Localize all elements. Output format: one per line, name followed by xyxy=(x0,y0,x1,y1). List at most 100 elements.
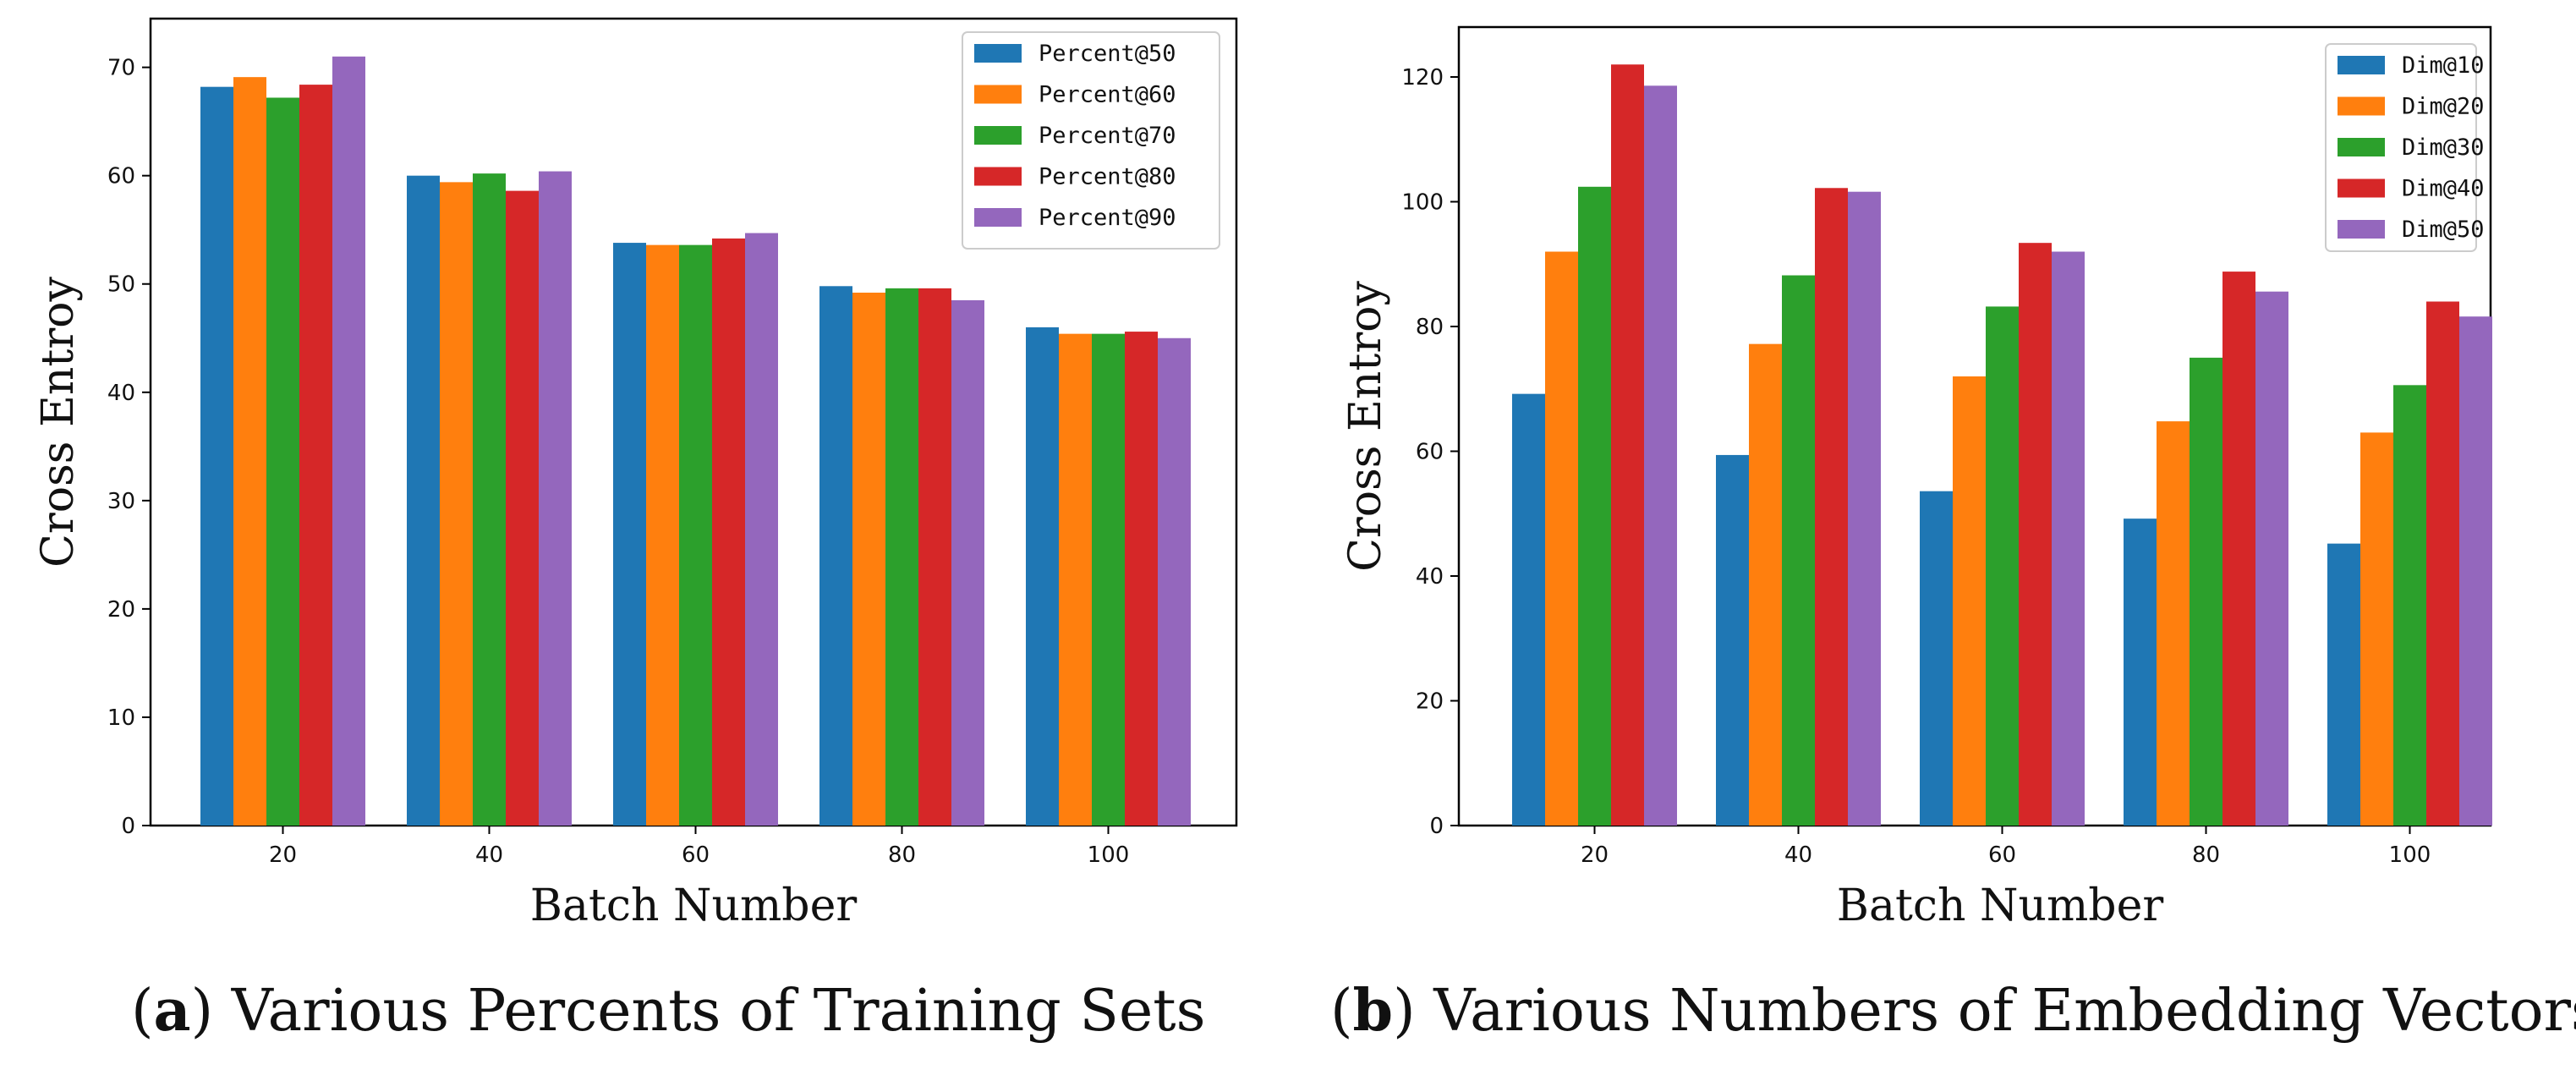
legend-swatch-a xyxy=(974,126,1022,145)
caption-tag-a: a xyxy=(154,977,191,1045)
x-axis-label-a: Batch Number xyxy=(530,881,858,931)
x-tick-label-b: 20 xyxy=(1581,842,1609,868)
bar-a-percent-50-60 xyxy=(613,243,646,826)
caption-text-a: Various Percents of Training Sets xyxy=(231,978,1206,1045)
bar-a-percent-50-80 xyxy=(819,286,852,826)
y-tick-label-a: 20 xyxy=(107,597,135,623)
bar-b-dim-50-80 xyxy=(2255,291,2288,826)
bar-b-dim-30-20 xyxy=(1578,186,1611,826)
bar-a-percent-90-20 xyxy=(332,56,365,826)
bar-b-dim-10-20 xyxy=(1512,393,1545,826)
legend-label-b: Dim@50 xyxy=(2402,217,2485,243)
y-axis-label-b: Cross Entroy xyxy=(1340,281,1391,572)
bar-a-percent-90-60 xyxy=(745,233,778,826)
bar-a-percent-70-20 xyxy=(266,97,299,826)
legend-swatch-b xyxy=(2338,138,2385,156)
y-tick-label-a: 50 xyxy=(107,272,135,298)
bar-b-dim-10-60 xyxy=(1920,491,1953,826)
x-tick-label-a: 60 xyxy=(682,842,710,868)
y-tick-label-a: 0 xyxy=(121,814,135,839)
x-tick-label-a: 20 xyxy=(269,842,297,868)
bar-b-dim-10-100 xyxy=(2327,543,2360,826)
bar-a-percent-60-40 xyxy=(440,182,473,826)
bar-a-percent-80-40 xyxy=(506,190,539,826)
bar-b-dim-40-80 xyxy=(2222,272,2255,826)
y-tick-label-b: 0 xyxy=(1429,814,1444,839)
legend-frame-a xyxy=(962,31,1220,250)
y-tick-label-b: 120 xyxy=(1401,65,1444,91)
y-tick-label-a: 60 xyxy=(107,164,135,189)
y-tick-label-a: 40 xyxy=(107,381,135,406)
legend-swatch-a xyxy=(974,85,1022,104)
bar-b-dim-50-40 xyxy=(1848,191,1881,826)
legend-label-b: Dim@40 xyxy=(2402,176,2485,202)
bar-a-percent-50-40 xyxy=(407,175,440,826)
legend-label-a: Percent@80 xyxy=(1039,164,1176,190)
legend-label-b: Dim@10 xyxy=(2402,52,2485,79)
y-tick-label-a: 70 xyxy=(107,56,135,81)
y-tick-label-b: 80 xyxy=(1416,315,1444,340)
bar-b-dim-10-80 xyxy=(2124,519,2157,826)
legend-swatch-b xyxy=(2338,96,2385,116)
bar-b-dim-10-40 xyxy=(1716,454,1749,826)
bar-a-percent-60-20 xyxy=(233,77,266,826)
x-tick-label-a: 40 xyxy=(475,842,503,868)
bar-a-percent-60-80 xyxy=(852,292,885,826)
bar-b-dim-40-20 xyxy=(1611,64,1644,826)
caption-b: (b) Various Numbers of Embedding Vectors xyxy=(1330,977,2576,1045)
legend-swatch-a xyxy=(974,167,1022,186)
bar-a-percent-70-40 xyxy=(473,173,506,826)
bar-b-dim-30-60 xyxy=(1986,306,2019,826)
y-tick-label-a: 30 xyxy=(107,489,135,514)
bar-a-percent-70-80 xyxy=(885,288,918,826)
bar-a-percent-60-60 xyxy=(646,244,679,826)
bar-b-dim-30-100 xyxy=(2393,385,2426,826)
x-tick-label-b: 80 xyxy=(2192,842,2220,868)
x-tick-label-b: 100 xyxy=(2389,842,2431,868)
bar-a-percent-80-20 xyxy=(299,85,332,826)
legend-a: Percent@50 Percent@60 Percent@70 Percent@80… xyxy=(962,31,1220,250)
legend-label-b: Dim@30 xyxy=(2402,134,2485,161)
legend-label-a: Percent@90 xyxy=(1039,205,1176,231)
bar-b-dim-20-20 xyxy=(1545,251,1578,826)
legend-b: Dim@10 Dim@20 Dim@30 Dim@40 Dim@50 xyxy=(2325,43,2485,252)
bar-a-percent-90-80 xyxy=(951,299,984,826)
y-axis-label-a: Cross Entroy xyxy=(33,277,84,568)
y-tick-label-b: 60 xyxy=(1416,440,1444,465)
x-tick-label-a: 80 xyxy=(888,842,916,868)
y-tick-label-b: 20 xyxy=(1416,689,1444,715)
bar-b-dim-50-20 xyxy=(1644,85,1677,826)
caption-a: (a) Various Percents of Training Sets xyxy=(131,977,1205,1045)
bar-b-dim-50-60 xyxy=(2052,251,2085,826)
x-axis-label-b: Batch Number xyxy=(1837,881,2164,931)
bar-b-dim-30-80 xyxy=(2190,357,2222,826)
bar-a-percent-90-40 xyxy=(539,171,572,826)
y-tick-label-b: 40 xyxy=(1416,564,1444,590)
bar-a-percent-90-100 xyxy=(1158,337,1191,826)
x-tick-label-b: 40 xyxy=(1784,842,1812,868)
legend-label-a: Percent@50 xyxy=(1039,41,1176,67)
bar-b-dim-20-60 xyxy=(1953,376,1986,826)
legend-swatch-b xyxy=(2338,56,2385,74)
bar-b-dim-30-40 xyxy=(1782,275,1815,826)
legend-swatch-a xyxy=(974,208,1022,227)
legend-swatch-b xyxy=(2338,220,2385,239)
legend-label-a: Percent@60 xyxy=(1039,82,1176,108)
bar-a-percent-80-100 xyxy=(1125,332,1158,826)
bar-b-dim-50-100 xyxy=(2459,316,2492,826)
bar-a-percent-80-60 xyxy=(712,238,745,826)
legend-swatch-a xyxy=(974,44,1022,63)
bar-b-dim-40-60 xyxy=(2019,243,2052,826)
bar-b-dim-20-100 xyxy=(2360,432,2393,826)
bar-a-percent-70-100 xyxy=(1092,333,1125,826)
bar-b-dim-40-100 xyxy=(2426,301,2459,826)
legend-label-b: Dim@20 xyxy=(2402,94,2485,120)
x-tick-label-a: 100 xyxy=(1088,842,1130,868)
caption-tag-b: b xyxy=(1353,977,1394,1045)
legend-label-a: Percent@70 xyxy=(1039,123,1176,149)
bar-b-dim-20-80 xyxy=(2157,421,2190,826)
bar-a-percent-60-100 xyxy=(1059,333,1092,826)
bar-b-dim-40-40 xyxy=(1815,188,1848,826)
bar-a-percent-80-80 xyxy=(918,288,951,826)
